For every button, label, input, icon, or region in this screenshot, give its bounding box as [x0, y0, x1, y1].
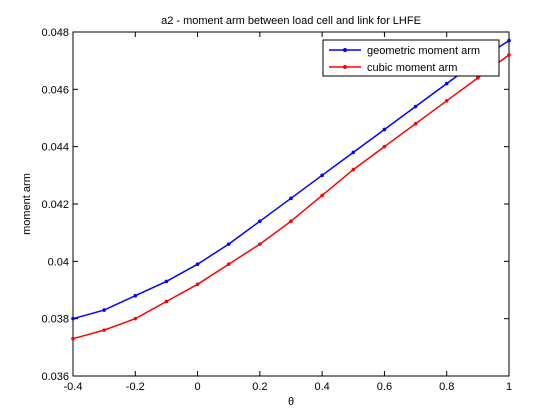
data-point-cubic-moment-arm — [71, 336, 75, 341]
data-point-cubic-moment-arm — [351, 167, 356, 172]
data-point-cubic-moment-arm — [444, 99, 449, 103]
data-point-geometric-moment-arm — [102, 308, 106, 312]
data-point-geometric-moment-arm — [164, 279, 169, 284]
y-tick-label: 0.038 — [41, 314, 69, 326]
data-point-cubic-moment-arm — [226, 262, 231, 267]
y-tick-label: 0.042 — [41, 199, 69, 211]
x-tick-label: 1 — [506, 381, 512, 393]
data-point-geometric-moment-arm — [413, 104, 418, 109]
x-tick-label: 0.2 — [252, 381, 267, 393]
y-tick-label: 0.044 — [41, 142, 69, 154]
data-point-geometric-moment-arm — [258, 219, 262, 223]
data-point-cubic-moment-arm — [164, 299, 169, 304]
data-point-cubic-moment-arm — [320, 193, 324, 198]
data-point-geometric-moment-arm — [289, 196, 293, 201]
x-axis-label: θ — [288, 396, 294, 408]
axes-box — [72, 31, 510, 377]
legend-box — [322, 39, 500, 77]
data-point-cubic-moment-arm — [476, 76, 480, 80]
data-point-geometric-moment-arm — [133, 293, 138, 298]
data-point-cubic-moment-arm — [382, 144, 387, 149]
x-tick-label: -0.2 — [126, 381, 145, 393]
data-point-geometric-moment-arm — [444, 81, 449, 86]
y-tick-label: 0.048 — [41, 27, 69, 39]
legend-marker-geometric — [343, 48, 347, 52]
data-point-cubic-moment-arm — [507, 53, 511, 57]
x-tick-label: 0 — [195, 381, 201, 393]
data-point-geometric-moment-arm — [71, 316, 75, 321]
data-point-geometric-moment-arm — [195, 262, 200, 267]
x-tick-label: 0.4 — [314, 381, 329, 393]
legend-marker-cubic — [343, 65, 347, 69]
data-point-cubic-moment-arm — [195, 282, 200, 287]
x-tick-label: 0.6 — [377, 381, 392, 393]
x-tick-label: -0.4 — [64, 381, 83, 393]
data-point-geometric-moment-arm — [226, 242, 231, 246]
y-axis-label: moment arm — [21, 173, 33, 235]
y-tick-label: 0.036 — [41, 371, 69, 383]
data-point-cubic-moment-arm — [289, 219, 293, 223]
legend-label-geometric: geometric moment arm — [367, 45, 480, 57]
ticks-layer: -0.4 -0.2 0 0.2 0.4 0.6 0.8 1 0.036 0.038 0.04 0.04… — [41, 27, 512, 393]
data-point-cubic-moment-arm — [102, 328, 106, 332]
data-point-cubic-moment-arm — [413, 121, 418, 126]
y-tick-label: 0.046 — [41, 84, 69, 96]
data-point-cubic-moment-arm — [258, 242, 262, 246]
y-tick-label: 0.04 — [48, 256, 69, 268]
data-point-cubic-moment-arm — [133, 316, 138, 321]
data-point-geometric-moment-arm — [320, 173, 324, 178]
series-layer — [71, 38, 511, 341]
data-point-geometric-moment-arm — [507, 38, 511, 43]
legend: geometric moment arm cubic moment arm — [322, 39, 500, 77]
x-tick-label: 0.8 — [439, 381, 454, 393]
chart-title: a2 - moment arm between load cell and li… — [161, 15, 421, 27]
legend-label-cubic: cubic moment arm — [367, 62, 457, 74]
data-point-geometric-moment-arm — [351, 150, 356, 155]
data-point-geometric-moment-arm — [382, 127, 387, 132]
